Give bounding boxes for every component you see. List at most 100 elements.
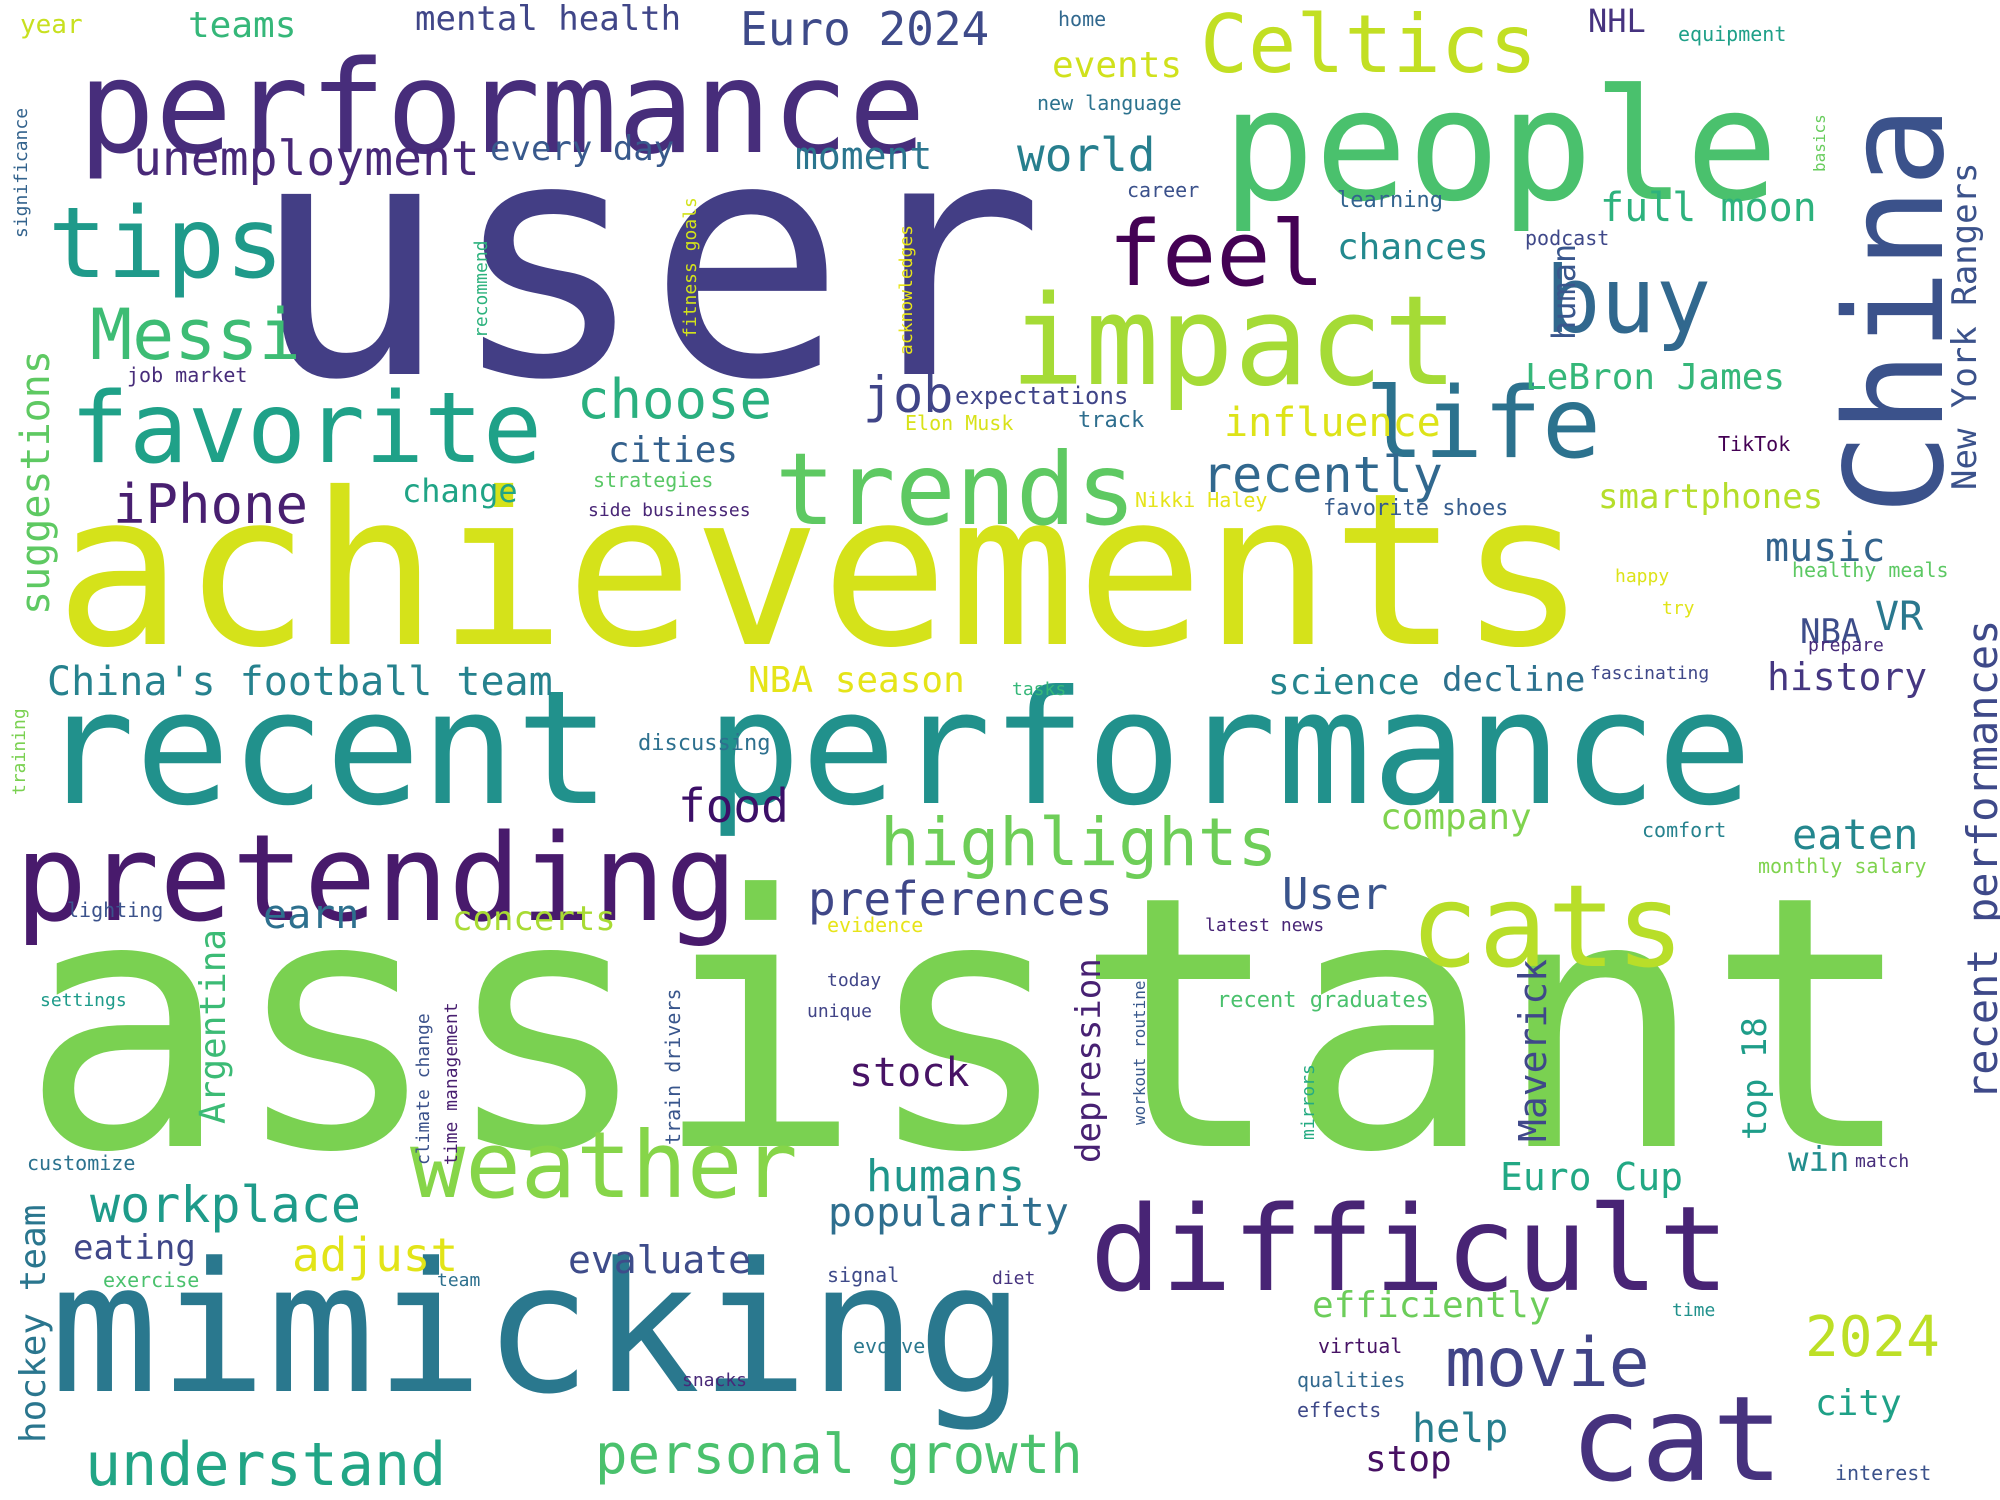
- word-feel: feel: [1108, 202, 1325, 307]
- word-training: training: [9, 708, 30, 795]
- word-help: help: [1412, 1406, 1509, 1452]
- word-events: events: [1052, 45, 1183, 86]
- word-Celtics: Celtics: [1200, 0, 1538, 91]
- word-Elon-Musk: Elon Musk: [905, 411, 1014, 435]
- word-recent-performances: recent performances: [1958, 619, 2000, 1100]
- word-latest-news: latest news: [1205, 915, 1325, 936]
- word-movie: movie: [1445, 1324, 1650, 1403]
- word-monthly-salary: monthly salary: [1758, 854, 1927, 878]
- word-fitness-goals: fitness goals: [680, 197, 701, 338]
- word-settings: settings: [40, 990, 127, 1011]
- word-diet: diet: [992, 1268, 1036, 1289]
- word-science: science: [1268, 662, 1420, 703]
- word-food: food: [678, 779, 789, 833]
- word-track: track: [1078, 408, 1145, 433]
- word-earn: earn: [263, 892, 360, 938]
- word-match: match: [1855, 1151, 1910, 1172]
- word-stop: stop: [1365, 1439, 1452, 1480]
- word-fascinating: fascinating: [1590, 663, 1710, 684]
- word-healthy-meals: healthy meals: [1792, 558, 1949, 582]
- word-Maverick: Maverick: [1511, 958, 1555, 1142]
- word-signal: signal: [827, 1263, 900, 1287]
- word-recent-performance: recent performance: [40, 657, 1753, 841]
- word-full-moon: full moon: [1600, 185, 1817, 231]
- word-New-York-Rangers: New York Rangers: [1945, 162, 1985, 490]
- word-qualities: qualities: [1297, 1368, 1406, 1392]
- word-interest: interest: [1835, 1461, 1932, 1485]
- word-popularity: popularity: [828, 1190, 1069, 1236]
- word-evaluate: evaluate: [568, 1238, 752, 1282]
- word-Chinas-football-team: China's football team: [47, 659, 553, 705]
- word-weather: weather: [410, 1112, 798, 1219]
- word-performance: performance: [78, 34, 926, 183]
- word-Messi: Messi: [90, 294, 301, 376]
- word-try: try: [1662, 598, 1695, 619]
- word-Nikki-Haley: Nikki Haley: [1135, 488, 1268, 512]
- word-equipment: equipment: [1678, 22, 1787, 46]
- word-tasks: tasks: [1012, 679, 1067, 700]
- word-cities: cities: [608, 430, 739, 471]
- word-choose: choose: [577, 368, 773, 431]
- word-teams: teams: [188, 5, 297, 46]
- word-understand: understand: [85, 1430, 447, 1500]
- word-workplace: workplace: [90, 1176, 361, 1234]
- word-effects: effects: [1297, 1398, 1382, 1422]
- word-customize: customize: [27, 1151, 136, 1175]
- word-virtual: virtual: [1318, 1334, 1403, 1358]
- word-workout-routine: workout routine: [1130, 980, 1149, 1126]
- word-top-18: top 18: [1735, 1017, 1775, 1140]
- word-eaten: eaten: [1792, 810, 1919, 859]
- word-comfort: comfort: [1642, 818, 1727, 842]
- word-iPhone: iPhone: [113, 473, 309, 536]
- word-achievements: achievements: [55, 447, 1587, 694]
- word-team: team: [437, 1270, 481, 1291]
- word-world: world: [1017, 128, 1156, 182]
- word-music: music: [1765, 525, 1886, 571]
- word-TikTok: TikTok: [1718, 432, 1791, 456]
- word-eating: eating: [73, 1228, 196, 1268]
- word-trends: trends: [775, 431, 1137, 548]
- word-recently: recently: [1202, 446, 1443, 504]
- word-learning: learning: [1337, 188, 1443, 213]
- word-podcast: podcast: [1525, 226, 1610, 250]
- word-time-management: time management: [441, 1002, 462, 1165]
- word-personal-growth: personal growth: [595, 1423, 1083, 1486]
- word-favorite: favorite: [70, 372, 543, 486]
- word-basics: basics: [1810, 114, 1829, 172]
- word-recent-graduates: recent graduates: [1217, 988, 1429, 1013]
- word-influence: influence: [1224, 400, 1441, 446]
- word-mirrors: mirrors: [1298, 1064, 1319, 1140]
- word-NBA: NBA: [1800, 612, 1862, 652]
- word-every-day: every day: [490, 129, 675, 169]
- word-pretending: pretending: [15, 810, 738, 949]
- word-today: today: [827, 970, 882, 991]
- word-cat: cat: [1570, 1370, 1784, 1500]
- word-favorite-shoes: favorite shoes: [1323, 496, 1509, 521]
- word-new-language: new language: [1037, 91, 1182, 115]
- word-highlights: highlights: [880, 804, 1278, 881]
- word-VR: VR: [1875, 594, 1924, 640]
- word-mimicking: mimicking: [50, 1225, 1026, 1434]
- word-buy: buy: [1545, 247, 1712, 354]
- word-lighting: lighting: [67, 898, 164, 922]
- word-climate-change: climate change: [413, 1013, 434, 1165]
- word-impact: impact: [1010, 270, 1458, 414]
- word-significance: significance: [11, 107, 32, 238]
- word-decline: decline: [1442, 660, 1586, 700]
- word-depression: depression: [1069, 958, 1109, 1163]
- word-adjust: adjust: [292, 1228, 459, 1282]
- word-Argentina: Argentina: [193, 928, 234, 1124]
- word-difficult: difficult: [1090, 1180, 1730, 1318]
- word-Euro-2024: Euro 2024: [740, 2, 990, 56]
- word-job-market: job market: [127, 363, 248, 387]
- word-concerts: concerts: [452, 899, 616, 939]
- word-side-businesses: side businesses: [588, 500, 751, 521]
- word-tips: tips: [48, 187, 285, 301]
- word-preferences: preferences: [808, 872, 1113, 926]
- word-exercise: exercise: [103, 1268, 200, 1292]
- word-human: human: [1545, 243, 1583, 340]
- word-people: people: [1222, 57, 1779, 236]
- word-User: User: [1282, 869, 1388, 920]
- word-LeBron-James: LeBron James: [1525, 357, 1786, 398]
